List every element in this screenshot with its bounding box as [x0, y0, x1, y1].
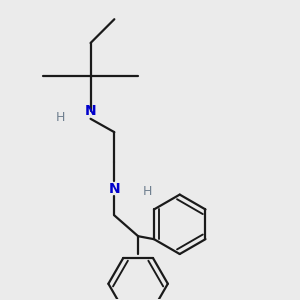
Text: H: H [56, 111, 65, 124]
Text: N: N [85, 104, 96, 118]
Text: H: H [142, 185, 152, 198]
Text: N: N [109, 182, 120, 196]
